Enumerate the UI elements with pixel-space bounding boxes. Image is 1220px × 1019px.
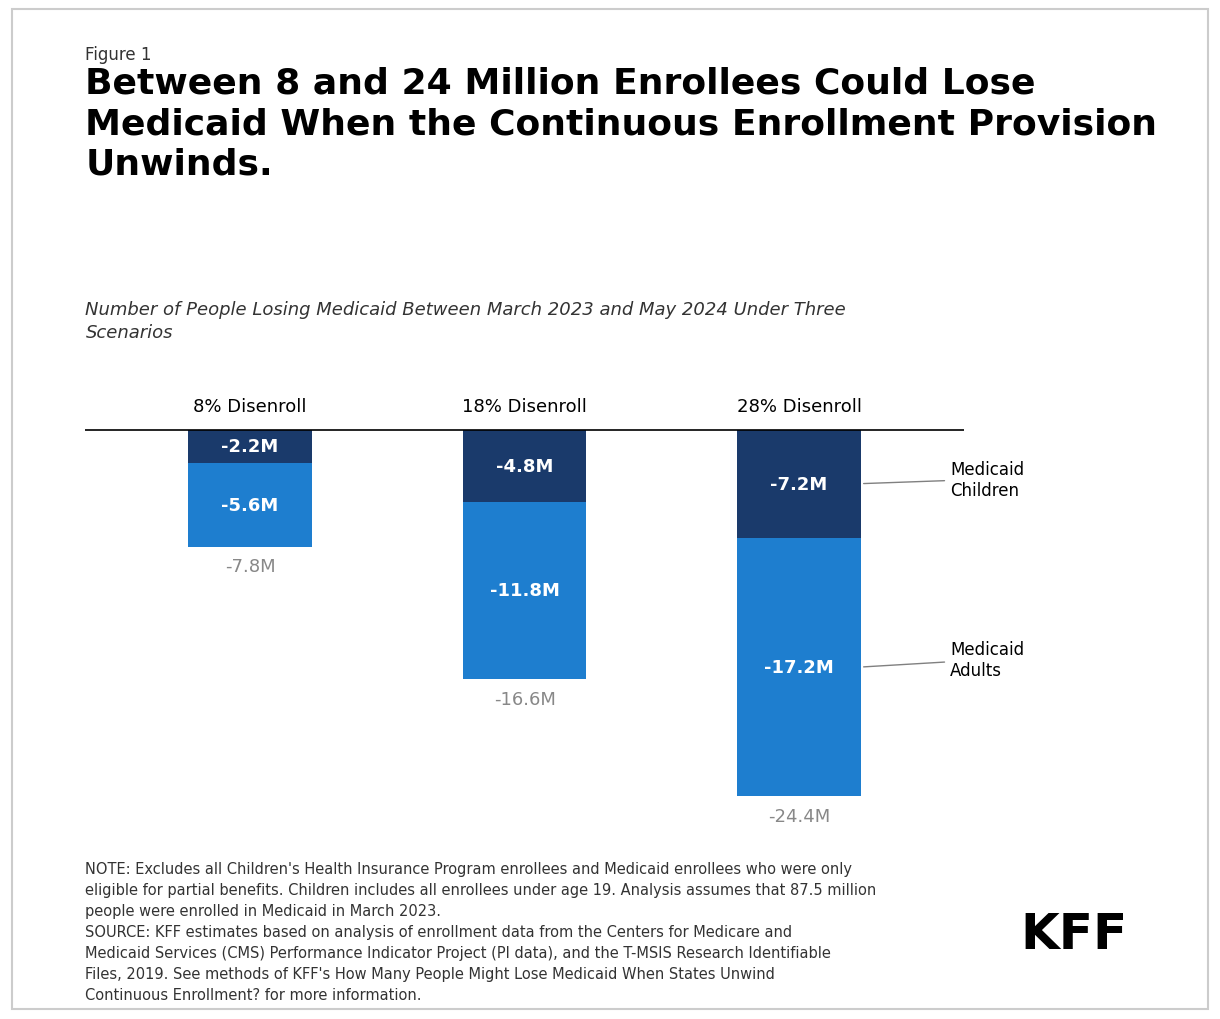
Text: NOTE: Excludes all Children's Health Insurance Program enrollees and Medicaid en: NOTE: Excludes all Children's Health Ins… <box>85 861 877 1002</box>
Text: KFF: KFF <box>1020 910 1127 958</box>
Text: -24.4M: -24.4M <box>767 807 831 825</box>
Text: 28% Disenroll: 28% Disenroll <box>737 397 861 415</box>
Bar <box>188 430 312 464</box>
Bar <box>737 538 861 797</box>
Bar <box>462 502 587 680</box>
Text: -2.2M: -2.2M <box>222 437 278 455</box>
Bar <box>737 430 861 538</box>
Bar <box>188 464 312 547</box>
Text: -7.2M: -7.2M <box>771 475 827 493</box>
Text: -4.8M: -4.8M <box>495 458 554 475</box>
Bar <box>462 430 587 502</box>
Text: -11.8M: -11.8M <box>489 582 560 600</box>
Text: Medicaid
Children: Medicaid Children <box>864 461 1025 499</box>
Text: Figure 1: Figure 1 <box>85 46 152 64</box>
Text: Medicaid
Adults: Medicaid Adults <box>864 641 1025 680</box>
Text: Number of People Losing Medicaid Between March 2023 and May 2024 Under Three
Sce: Number of People Losing Medicaid Between… <box>85 301 847 342</box>
Text: -17.2M: -17.2M <box>764 658 834 677</box>
Text: 18% Disenroll: 18% Disenroll <box>462 397 587 415</box>
Text: 8% Disenroll: 8% Disenroll <box>193 397 307 415</box>
Text: -5.6M: -5.6M <box>222 496 278 515</box>
Text: Between 8 and 24 Million Enrollees Could Lose
Medicaid When the Continuous Enrol: Between 8 and 24 Million Enrollees Could… <box>85 66 1158 181</box>
Text: -16.6M: -16.6M <box>494 690 555 708</box>
Text: -7.8M: -7.8M <box>224 557 276 576</box>
